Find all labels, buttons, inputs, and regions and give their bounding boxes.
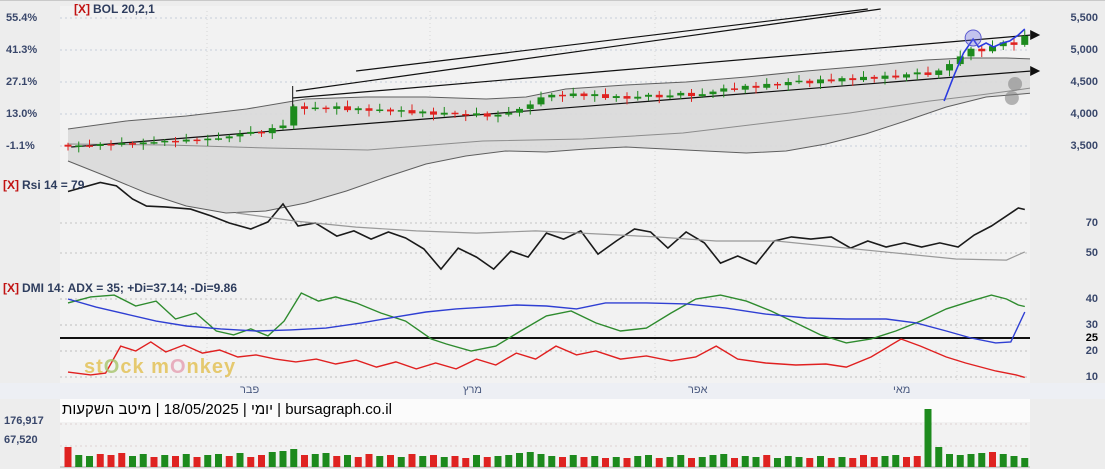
price-left-axis-tick: 27.1% (6, 76, 38, 88)
x-axis-month-label: פבר (240, 384, 260, 396)
price-right-axis-tick: 4,000 (1070, 108, 1098, 120)
x-axis-month-label: מרץ (463, 384, 482, 396)
footer-strip (60, 399, 1030, 422)
price-right-axis-tick: 3,500 (1070, 140, 1098, 152)
price-right-axis-tick: 5,000 (1070, 44, 1098, 56)
watermark-letter: O (169, 356, 187, 378)
volume-axis-label: 176,917 (4, 415, 44, 427)
price-left-axis-tick: 13.0% (6, 108, 38, 120)
bol-remove-button[interactable]: [X] (74, 2, 90, 16)
price-right-axis-tick: 4,500 (1070, 76, 1098, 88)
price-left-axis-tick: 41.3% (6, 44, 38, 56)
watermark-letter: nkey (186, 356, 237, 378)
watermark: stOck mOnkey (84, 356, 236, 379)
rsi-axis-tick: 50 (1085, 247, 1098, 259)
bol-indicator-label: [X] BOL 20,2,1 (74, 2, 155, 16)
dmi-indicator-text: DMI 14: ADX = 35; +Di=37.14; -Di=9.86 (22, 281, 237, 295)
dmi-indicator-label: [X] DMI 14: ADX = 35; +Di=37.14; -Di=9.86 (3, 281, 237, 295)
volume-axis-label: 67,520 (4, 434, 38, 446)
rsi-remove-button[interactable]: [X] (3, 178, 19, 192)
dmi-remove-button[interactable]: [X] (3, 281, 19, 295)
dmi-axis-tick: 25 (1085, 332, 1098, 344)
dmi-axis-tick: 10 (1085, 371, 1098, 383)
price-left-axis-tick: 55.4% (6, 12, 38, 24)
watermark-letter: ck m (120, 356, 170, 378)
dmi-axis-tick: 30 (1085, 319, 1098, 331)
x-axis-month-label: מאי (893, 384, 911, 396)
price-right-axis-tick: 5,500 (1070, 12, 1098, 24)
dmi-axis-tick: 40 (1085, 293, 1098, 305)
rsi-axis-tick: 70 (1085, 217, 1098, 229)
watermark-letter: O (103, 356, 121, 378)
watermark-letter: st (84, 356, 104, 378)
price-left-axis-tick: -1.1% (6, 140, 35, 152)
rsi-indicator-text: Rsi 14 = 79 (22, 178, 85, 192)
dmi-axis-tick: 20 (1085, 345, 1098, 357)
month-axis-strip (0, 383, 1105, 399)
x-axis-month-label: אפר (688, 384, 708, 396)
bol-indicator-text: BOL 20,2,1 (93, 2, 155, 16)
footer-caption: יומי | 18/05/2025 | מיטב השקעות | bursag… (62, 401, 392, 418)
rsi-indicator-label: [X] Rsi 14 = 79 (3, 178, 84, 192)
